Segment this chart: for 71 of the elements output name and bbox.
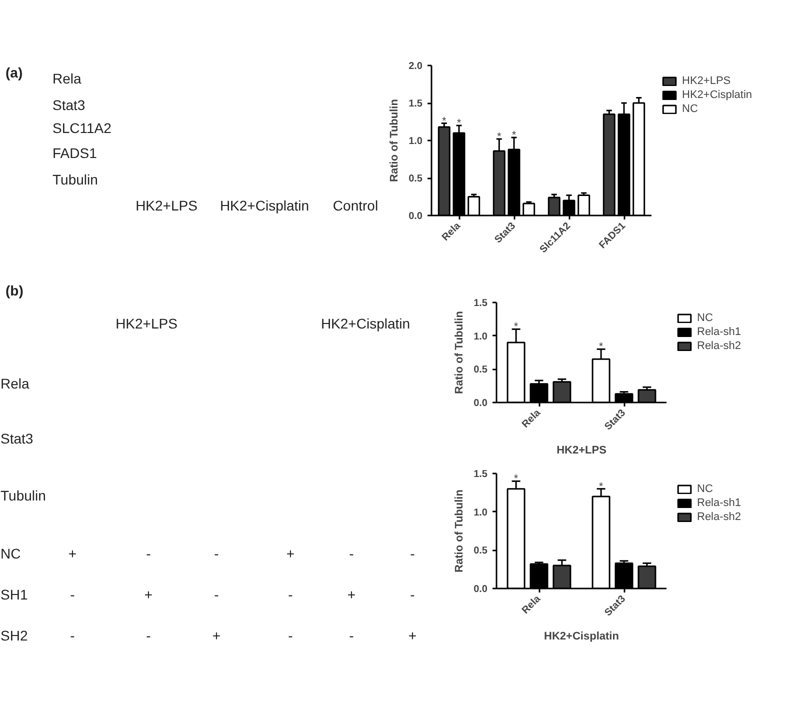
legend-label: Rela-sh2 (697, 511, 742, 523)
text: + (212, 628, 221, 644)
text: + (408, 628, 417, 644)
legend-label: Rela-sh1 (697, 497, 742, 509)
data-label: * (514, 473, 519, 486)
y-tick-label: 0.5 (474, 546, 488, 557)
text: (a) (6, 64, 23, 81)
text: Tubulin (0, 488, 46, 504)
y-axis-title: Ratio of Tubulin (388, 98, 401, 182)
y-axis-title: Ratio of Tubulin (454, 489, 466, 572)
text: FADS1 (52, 145, 98, 162)
text: SH1 (0, 586, 28, 602)
text: - (288, 586, 294, 602)
text: - (70, 628, 76, 644)
y-tick-label: 0.0 (474, 398, 488, 409)
text: (b) (6, 282, 24, 298)
legend-label: Rela-sh2 (697, 340, 742, 352)
y-tick-label: 1.0 (474, 507, 488, 518)
x-axis-title: HK2+Cisplatin (544, 630, 620, 643)
text: + (286, 546, 295, 562)
x-axis-title: HK2+LPS (556, 444, 606, 457)
text: - (410, 546, 416, 562)
text: - (349, 546, 354, 562)
legend-label: HK2+Cisplatin (682, 89, 752, 101)
data-label: * (512, 130, 517, 142)
data-label: * (456, 118, 462, 130)
y-tick-label: 1.5 (408, 98, 423, 110)
data-label: * (598, 341, 604, 354)
text: HK2+Cisplatin (320, 316, 410, 332)
text: Stat3 (52, 97, 86, 114)
legend-label: HK2+LPS (682, 75, 731, 87)
y-tick-label: 1.0 (408, 136, 423, 147)
text: - (410, 586, 416, 602)
text: Control (332, 197, 378, 214)
text: HK2+LPS (116, 316, 178, 332)
legend-label: NC (682, 103, 699, 115)
text: + (68, 546, 77, 562)
text: HK2+LPS (136, 197, 198, 214)
y-tick-label: 1.0 (474, 331, 488, 342)
text: Stat3 (0, 430, 34, 446)
y-tick-label: 1.5 (474, 298, 488, 309)
text: NC (0, 546, 21, 562)
text: SH2 (0, 628, 28, 644)
legend-label: NC (697, 312, 714, 324)
y-tick-label: 0.5 (408, 174, 423, 184)
text: - (288, 628, 294, 644)
text: - (349, 628, 354, 644)
text: + (347, 586, 356, 602)
data-label: * (514, 321, 519, 334)
text: Tubulin (52, 172, 98, 188)
y-tick-label: 0.5 (474, 364, 488, 376)
y-tick-label: 0.0 (408, 211, 423, 222)
data-label: * (497, 131, 502, 143)
legend-label: NC (697, 483, 714, 495)
text: - (214, 546, 220, 562)
data-label: * (598, 480, 604, 493)
text: Rela (0, 376, 30, 392)
text: HK2+Cisplatin (220, 197, 310, 214)
y-axis-title: Ratio of Tubulin (454, 310, 466, 394)
y-tick-label: 1.5 (474, 469, 488, 480)
text: - (146, 546, 152, 562)
text: + (144, 586, 153, 602)
text: SLC11A2 (52, 120, 112, 136)
text: - (214, 586, 220, 602)
data-label: * (442, 115, 448, 128)
legend-label: Rela-sh1 (697, 326, 742, 338)
text: - (70, 586, 76, 602)
y-tick-label: 0.0 (474, 584, 488, 595)
text: - (146, 628, 152, 644)
y-tick-label: 2.0 (408, 61, 423, 72)
text: Rela (52, 70, 82, 87)
